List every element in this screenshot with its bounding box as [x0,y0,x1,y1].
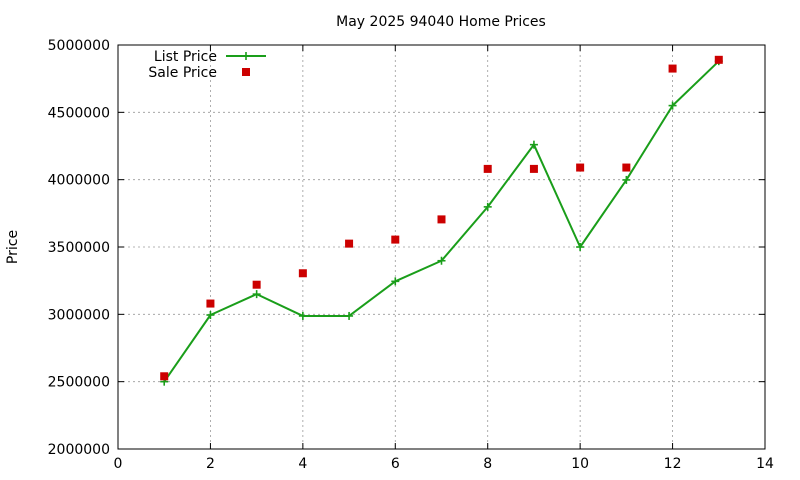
y-tick-label: 3000000 [48,307,110,323]
legend-list-price: List Price [154,49,266,65]
sale-price-point [437,215,446,224]
plot-frame [117,44,766,450]
legend-square-marker [242,68,250,76]
x-tick-label: 0 [114,456,123,472]
x-tick-label: 12 [664,456,682,472]
x-tick-label: 2 [206,456,215,472]
list-price-point [668,101,677,110]
y-tick-label: 2500000 [48,375,110,391]
legend-sale-price: Sale Price [148,65,250,81]
chart-title: May 2025 94040 Home Prices [336,14,546,30]
sale-price-point [206,299,215,308]
y-tick-label: 4000000 [48,173,110,189]
legend-plus-marker [242,52,250,60]
list-price-point [206,311,215,320]
list-price-point [437,256,446,265]
y-tick-label: 2000000 [48,442,110,458]
x-tick-label: 4 [298,456,307,472]
list-price-point [529,140,538,149]
legend-label: List Price [154,49,217,65]
x-tick-label: 6 [391,456,400,472]
x-tick-label: 8 [483,456,492,472]
sale-price-point [252,280,261,289]
legend-label: Sale Price [148,65,217,81]
sale-price-point [160,372,169,381]
sale-price-point [714,55,723,64]
sale-price-point [529,164,538,173]
sale-price-point [391,235,400,244]
y-tick-label: 5000000 [48,38,110,54]
list-price-point [345,311,354,320]
y-tick-label: 4500000 [48,105,110,121]
grid [118,45,765,449]
x-tick-label: 10 [571,456,589,472]
list-price-point [252,290,261,299]
sale-price-point [668,64,677,73]
axis-ticks [117,44,766,450]
list-price-point [391,277,400,286]
sale-price-point [483,164,492,173]
y-tick-label: 3500000 [48,240,110,256]
y-axis-label: Price [5,230,21,264]
sale-price-point [345,239,354,248]
sale-price-point [576,163,585,172]
tick-labels: 0 2 4 6 8 10 12 14 2000000 2500000 3000000 3500000 4… [48,38,774,472]
list-price-point [483,202,492,211]
list-price-point [576,243,585,251]
list-price-point [622,175,631,184]
sale-price-point [622,163,631,172]
list-price-point [298,311,307,320]
series [160,55,723,386]
sale-price-point [298,269,307,278]
x-tick-label: 14 [756,456,774,472]
